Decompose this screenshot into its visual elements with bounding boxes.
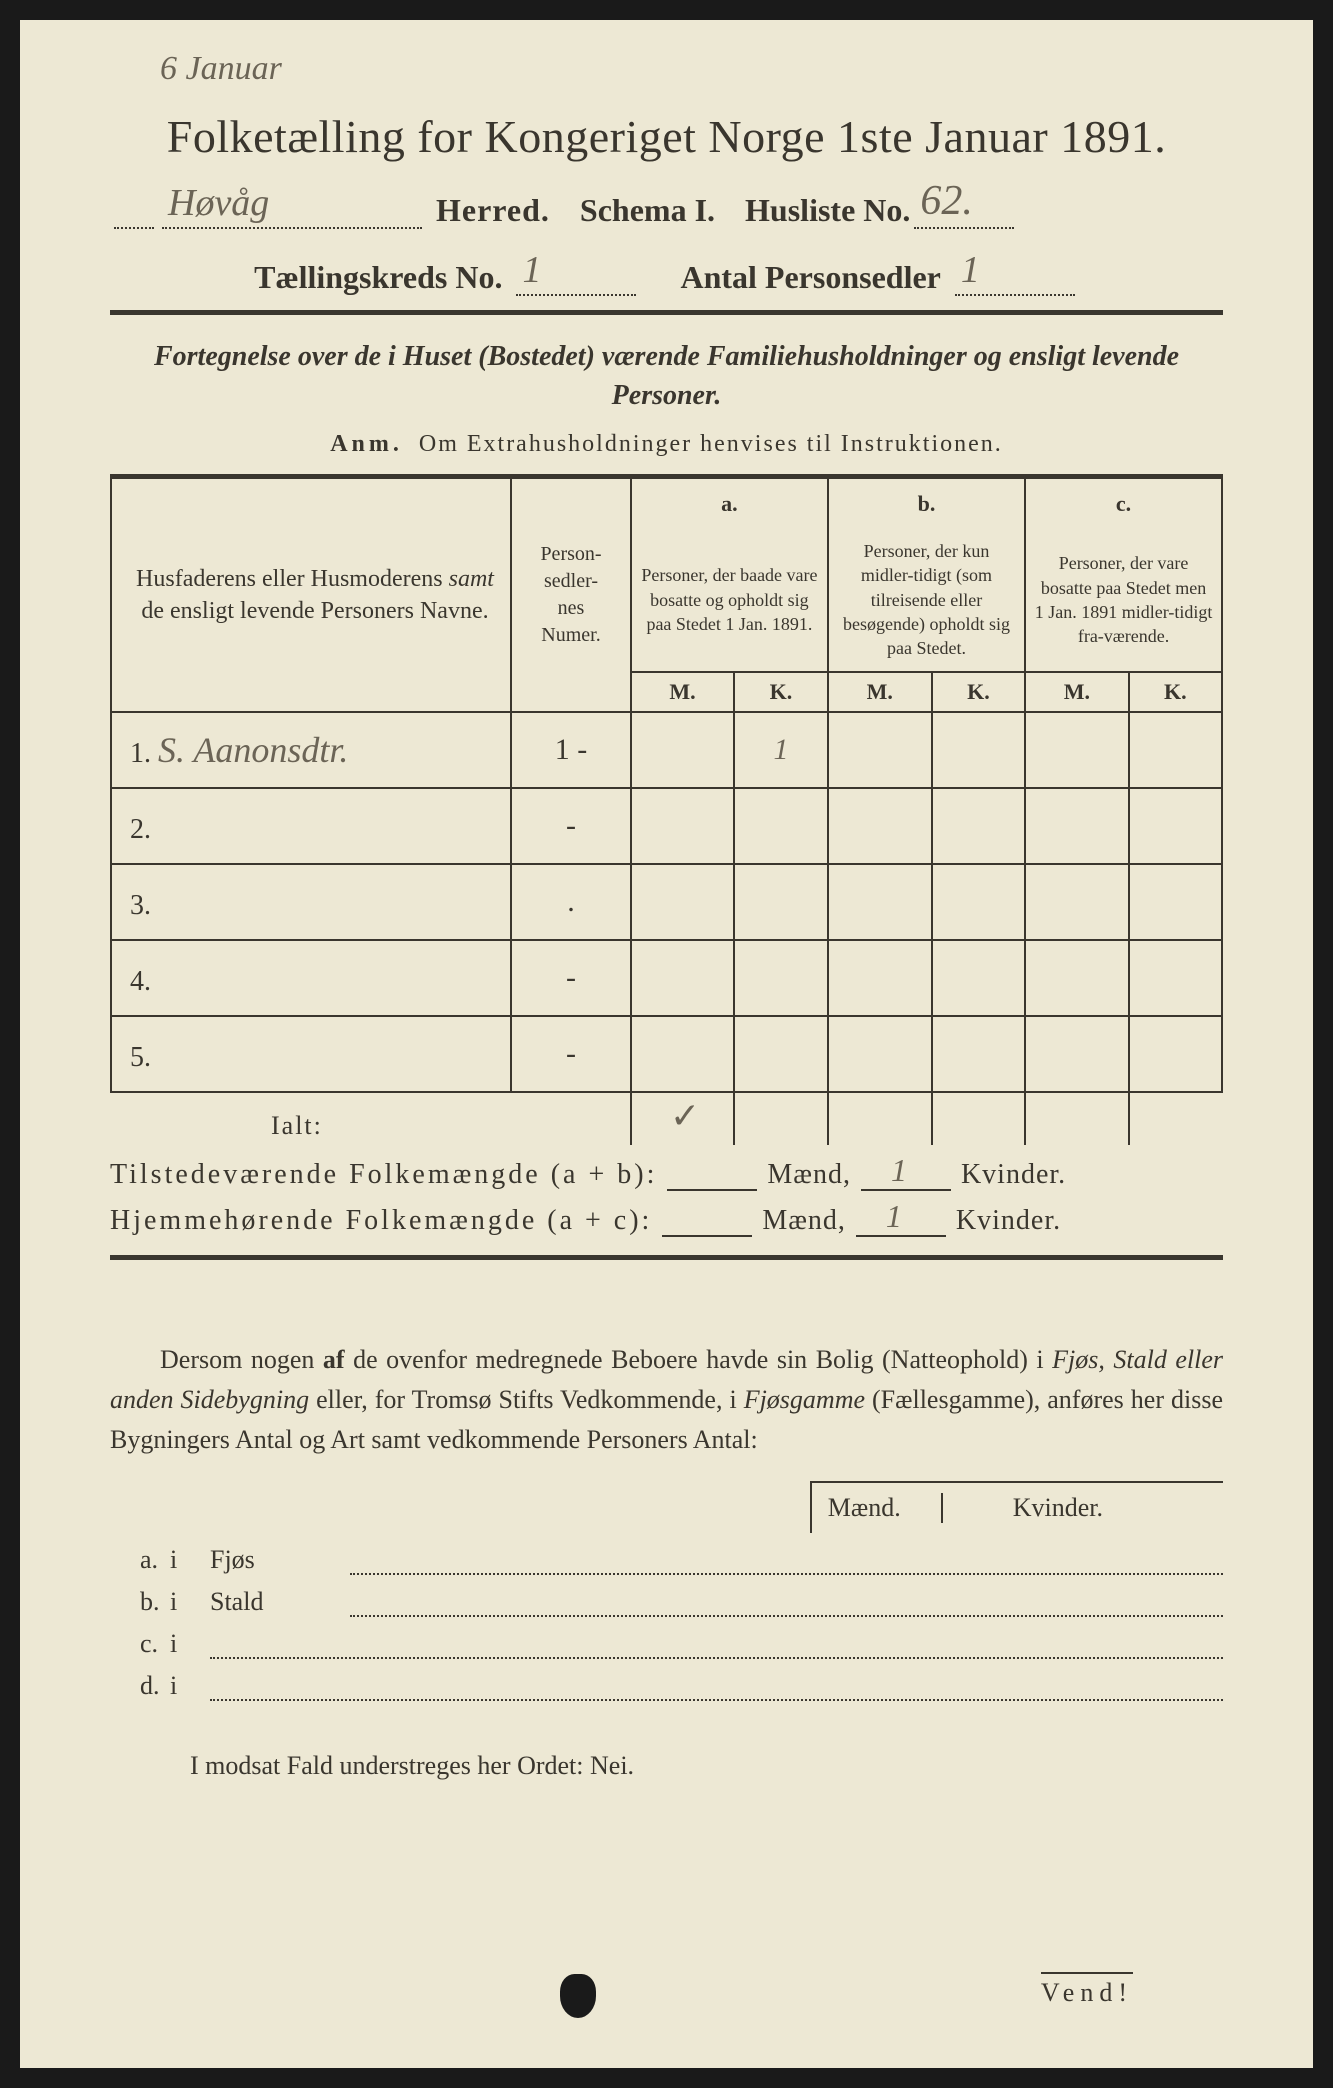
footer-text: I modsat Fald understreges her Ordet: Ne… <box>110 1751 1223 1781</box>
sum-label-2: Hjemmehørende Folkemængde (a + c): <box>110 1205 652 1237</box>
antal-label: Antal Personsedler <box>680 259 940 296</box>
col-b-text: Personer, der kun midler-tidigt (som til… <box>828 529 1025 671</box>
table-row: 5. - <box>111 1016 1222 1092</box>
kreds-label: Tællingskreds No. <box>254 259 502 296</box>
col-c-text: Personer, der vare bosatte paa Stedet me… <box>1025 529 1222 671</box>
col-num-header: Person- sedler- nes Numer. <box>511 477 631 712</box>
col-a-text: Personer, der baade vare bosatte og opho… <box>631 529 828 671</box>
checkmark-icon: ✓ <box>670 1095 700 1137</box>
list-row: c.i <box>110 1629 1223 1659</box>
ialt-row: Ialt: <box>111 1092 1222 1145</box>
husliste-label: Husliste No. <box>745 192 910 229</box>
col-b-head: b. <box>828 477 1025 530</box>
table-row: 4. - <box>111 940 1222 1016</box>
mk-subheader: Mænd. Kvinder. <box>810 1481 1223 1533</box>
table-row: 3. . <box>111 864 1222 940</box>
table-row: 1. S. Aanonsdtr.1 -1 <box>111 712 1222 788</box>
mk-header: M. <box>828 672 932 712</box>
top-handwritten-date: 6 Januar <box>160 50 282 88</box>
list-row: d.i <box>110 1671 1223 1701</box>
mk-header: K. <box>734 672 828 712</box>
col-names-header: Husfaderens eller Husmoderens samt de en… <box>111 477 511 712</box>
subtitle: Fortegnelse over de i Huset (Bostedet) v… <box>110 337 1223 415</box>
antal-value: 1 <box>961 248 980 292</box>
list-row: b.iStald <box>110 1587 1223 1617</box>
turn-over-label: Vend! <box>1041 1972 1133 2008</box>
summary-lines: Tilstedeværende Folkemængde (a + b): Mæn… <box>110 1159 1223 1260</box>
divider <box>110 310 1223 315</box>
herred-value: Høvåg <box>168 181 269 225</box>
sum-label-1: Tilstedeværende Folkemængde (a + b): <box>110 1159 657 1191</box>
ink-blob-icon <box>560 1974 596 2018</box>
col-a-head: a. <box>631 477 828 530</box>
schema-label: Schema I. <box>580 192 715 229</box>
main-table: Husfaderens eller Husmoderens samt de en… <box>110 474 1223 1144</box>
mk-header: M. <box>631 672 734 712</box>
mk-header: M. <box>1025 672 1129 712</box>
census-form-page: 6 Januar Folketælling for Kongeriget Nor… <box>20 20 1313 2068</box>
table-row: 2. - <box>111 788 1222 864</box>
mk-header: K. <box>932 672 1025 712</box>
col-c-head: c. <box>1025 477 1222 530</box>
sum2-k: 1 <box>886 1198 903 1235</box>
list-row: a.iFjøs <box>110 1545 1223 1575</box>
herred-label: Herred. <box>436 192 550 229</box>
building-list: a.iFjøs b.iStald c.i d.i <box>110 1545 1223 1701</box>
mk-header: K. <box>1129 672 1222 712</box>
annotation-line: Anm. Om Extrahusholdninger henvises til … <box>110 431 1223 458</box>
form-row-kreds: Tællingskreds No. 1 Antal Personsedler 1 <box>110 257 1223 295</box>
sum1-k: 1 <box>891 1152 908 1189</box>
paragraph: Dersom nogen af de ovenfor medregnede Be… <box>110 1340 1223 1461</box>
husliste-value: 62. <box>920 177 973 225</box>
page-title: Folketælling for Kongeriget Norge 1ste J… <box>110 110 1223 163</box>
kreds-value: 1 <box>522 248 541 292</box>
form-row-herred: Høvåg Herred. Schema I. Husliste No. 62. <box>110 191 1223 229</box>
